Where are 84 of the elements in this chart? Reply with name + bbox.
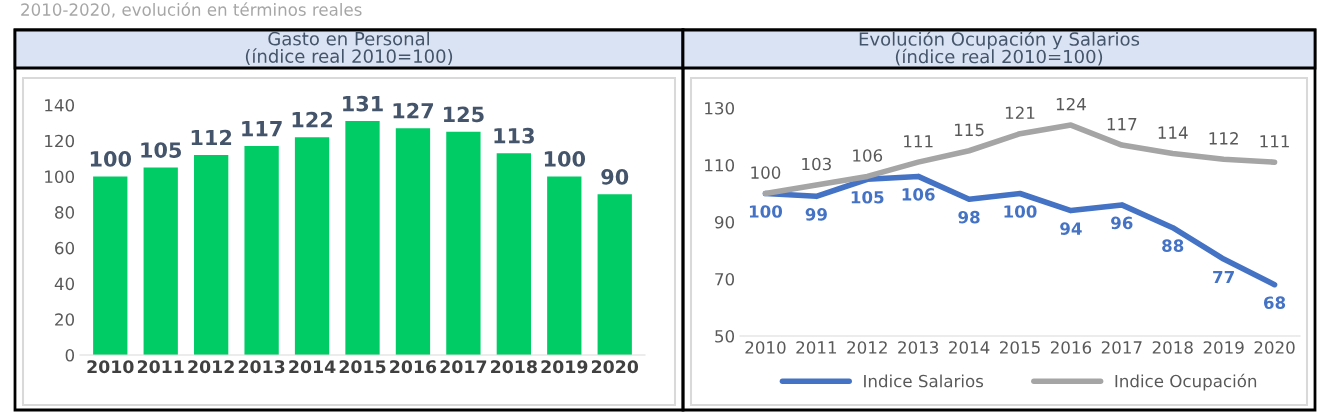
x-tick-label: 2015 bbox=[339, 360, 386, 374]
x-tick-label: 2011 bbox=[137, 360, 184, 374]
y-tick-label: 130 bbox=[705, 101, 735, 115]
x-tick-label: 2010 bbox=[745, 341, 786, 354]
x-tick-label: 2014 bbox=[289, 360, 336, 374]
x-tick-label: 2013 bbox=[238, 360, 285, 374]
data-label: 100 bbox=[1004, 205, 1037, 218]
data-label: 111 bbox=[1260, 135, 1289, 148]
data-label: 122 bbox=[292, 111, 332, 128]
data-label: 113 bbox=[494, 127, 534, 144]
chart-title: Gasto en Personal (índice real 2010=100) bbox=[245, 31, 453, 66]
y-tick-label: 90 bbox=[714, 215, 735, 229]
data-label: 100 bbox=[90, 151, 132, 167]
data-label: 111 bbox=[904, 135, 933, 148]
data-label: 117 bbox=[1107, 118, 1137, 131]
y-tick-label: 100 bbox=[45, 170, 75, 183]
bar bbox=[294, 137, 330, 355]
data-label: 98 bbox=[958, 210, 980, 224]
bar bbox=[143, 167, 178, 355]
x-tick-label: 2015 bbox=[1000, 341, 1040, 354]
bar bbox=[93, 176, 128, 355]
data-label: 94 bbox=[1060, 222, 1082, 235]
data-label: 68 bbox=[1263, 296, 1286, 309]
y-tick-label: 60 bbox=[55, 241, 75, 255]
x-tick-label: 2016 bbox=[390, 360, 437, 374]
y-tick-label: 0 bbox=[65, 348, 75, 362]
x-tick-label: 2012 bbox=[847, 341, 887, 354]
data-label: 131 bbox=[343, 95, 383, 112]
y-tick-label: 80 bbox=[55, 206, 75, 219]
data-label: 106 bbox=[853, 149, 883, 162]
chart-title: Evolución Ocupación y Salarios (índice real 2010=100) bbox=[859, 31, 1140, 66]
data-label: 100 bbox=[749, 205, 783, 218]
y-tick-label: 120 bbox=[45, 134, 75, 148]
data-label: 100 bbox=[751, 166, 781, 179]
data-label: 100 bbox=[544, 151, 586, 167]
data-label: 112 bbox=[1209, 132, 1238, 145]
data-label: 90 bbox=[601, 168, 629, 185]
data-label: 112 bbox=[191, 129, 232, 146]
data-label: 121 bbox=[1005, 106, 1035, 119]
data-label: 96 bbox=[1111, 216, 1133, 230]
data-label: 115 bbox=[955, 123, 984, 137]
data-label: 127 bbox=[393, 102, 434, 119]
x-tick-label: 2018 bbox=[1152, 341, 1193, 354]
x-tick-label: 2012 bbox=[188, 360, 234, 374]
data-label: 105 bbox=[851, 190, 884, 204]
bar bbox=[194, 155, 229, 355]
y-tick-label: 110 bbox=[705, 158, 735, 172]
x-tick-label: 2010 bbox=[87, 360, 134, 374]
x-tick-label: 2017 bbox=[440, 360, 487, 374]
bar bbox=[395, 128, 431, 355]
y-tick-label: 50 bbox=[715, 329, 735, 343]
x-tick-label: 2018 bbox=[491, 360, 537, 374]
bar bbox=[446, 131, 481, 355]
legend-label: Indice Salarios bbox=[864, 374, 984, 388]
legend-label: Indice Ocupación bbox=[1115, 373, 1257, 391]
data-label: 88 bbox=[1162, 239, 1184, 252]
x-tick-label: 2017 bbox=[1101, 341, 1142, 354]
x-tick-label: 2014 bbox=[949, 341, 990, 354]
data-label: 125 bbox=[444, 106, 484, 123]
x-tick-label: 2016 bbox=[1050, 341, 1092, 354]
bar bbox=[547, 176, 582, 355]
text: 2010-2020, evolución en términos reales bbox=[21, 2, 362, 18]
data-label: 106 bbox=[902, 188, 935, 201]
data-label: 103 bbox=[802, 157, 831, 171]
y-tick-label: 70 bbox=[715, 272, 735, 286]
data-label: 77 bbox=[1213, 270, 1234, 284]
bar bbox=[496, 153, 531, 355]
x-tick-label: 2013 bbox=[898, 341, 939, 354]
data-label: 105 bbox=[141, 142, 181, 158]
data-label: 124 bbox=[1056, 97, 1086, 111]
x-tick-label: 2011 bbox=[796, 341, 837, 354]
data-label: 117 bbox=[242, 120, 282, 137]
x-tick-label: 2020 bbox=[1254, 341, 1295, 354]
data-label: 99 bbox=[805, 208, 827, 221]
x-tick-label: 2020 bbox=[591, 360, 639, 374]
y-tick-label: 40 bbox=[54, 277, 75, 291]
bar bbox=[597, 194, 632, 355]
bar bbox=[345, 121, 380, 355]
y-tick-label: 140 bbox=[45, 98, 75, 112]
x-tick-label: 2019 bbox=[541, 360, 588, 374]
bar bbox=[244, 146, 279, 355]
y-tick-label: 20 bbox=[55, 313, 75, 326]
data-label: 114 bbox=[1158, 126, 1188, 139]
x-tick-label: 2019 bbox=[1203, 341, 1244, 354]
